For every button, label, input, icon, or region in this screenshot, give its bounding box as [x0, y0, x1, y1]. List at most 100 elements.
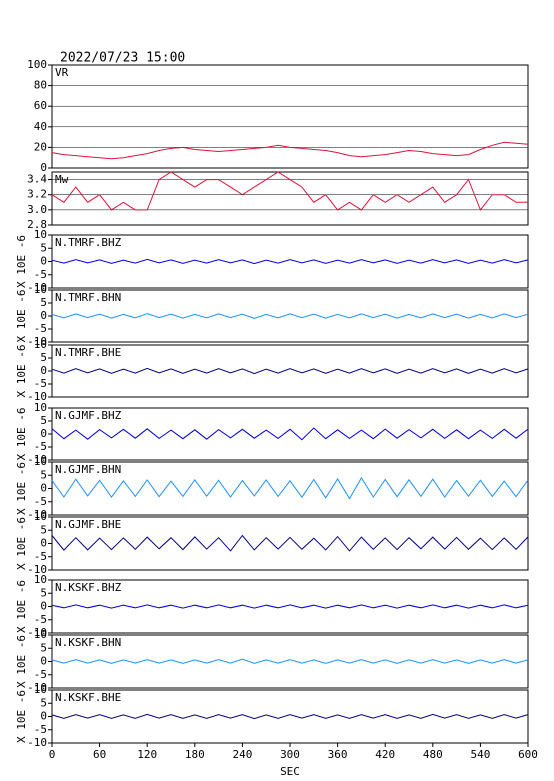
- trace: [51, 534, 529, 552]
- trace: [51, 658, 529, 664]
- x-tick-label: 480: [423, 748, 443, 761]
- panel-frame: [51, 634, 529, 689]
- x-tick-label: 540: [470, 748, 490, 761]
- panel-label: N.KSKF.BHE: [55, 691, 121, 704]
- x-tick-label: 180: [185, 748, 205, 761]
- y-axis-label: X 10E -6: [15, 408, 28, 461]
- y-tick-label: 10: [34, 283, 47, 296]
- panel-label: N.TMRF.BHE: [55, 346, 121, 359]
- y-tick-label: 3.2: [27, 188, 47, 201]
- y-tick-label: -10: [27, 681, 47, 694]
- y-axis-label: X 10E -6: [15, 345, 28, 398]
- x-tick-label: 0: [49, 748, 56, 761]
- y-tick-label: -5: [34, 613, 47, 626]
- y-tick-label: 5: [40, 241, 47, 254]
- y-tick-label: 80: [34, 79, 47, 92]
- y-tick-label: 0: [40, 427, 47, 440]
- y-tick-label: 0: [40, 655, 47, 668]
- y-tick-label: 10: [34, 455, 47, 468]
- y-tick-label: 10: [34, 573, 47, 586]
- y-tick-label: -5: [34, 440, 47, 453]
- panel-label: Mw: [55, 173, 69, 186]
- y-tick-label: 10: [34, 683, 47, 696]
- y-tick-label: 5: [40, 468, 47, 481]
- x-tick-label: 600: [518, 748, 538, 761]
- y-tick-label: -10: [27, 508, 47, 521]
- y-tick-label: 2.8: [27, 218, 47, 231]
- y-tick-label: 0: [40, 537, 47, 550]
- panel-label: N.TMRF.BHZ: [55, 236, 122, 249]
- trace: [51, 476, 529, 500]
- y-tick-label: 0: [40, 161, 47, 174]
- y-axis-label: X 10E -6: [15, 517, 28, 570]
- panel-label: VR: [55, 66, 69, 79]
- y-tick-label: -5: [34, 322, 47, 335]
- y-tick-label: -10: [27, 390, 47, 403]
- trace: [51, 141, 529, 160]
- y-tick-label: -5: [34, 723, 47, 736]
- y-tick-label: 60: [34, 99, 47, 112]
- y-tick-label: -10: [27, 736, 47, 749]
- y-axis-label: X 10E -6: [15, 690, 28, 743]
- x-tick-label: 300: [280, 748, 300, 761]
- x-tick-label: 240: [232, 748, 252, 761]
- x-tick-label: 420: [375, 748, 395, 761]
- y-tick-label: 40: [34, 120, 47, 133]
- panel-label: N.GJMF.BHN: [55, 463, 121, 476]
- y-tick-label: 5: [40, 351, 47, 364]
- y-tick-label: -5: [34, 377, 47, 390]
- y-tick-label: 10: [34, 401, 47, 414]
- panel-frame: [51, 289, 529, 343]
- y-tick-label: -10: [27, 281, 47, 294]
- x-tick-label: 120: [137, 748, 157, 761]
- panel-frame: [51, 516, 529, 571]
- panel-label: N.GJMF.BHE: [55, 518, 121, 531]
- trace: [51, 713, 529, 720]
- y-tick-label: 5: [40, 696, 47, 709]
- y-tick-label: 0: [40, 482, 47, 495]
- panel-label: N.TMRF.BHN: [55, 291, 121, 304]
- chart-title: 2022/07/23 15:00: [60, 51, 185, 66]
- y-tick-label: 5: [40, 296, 47, 309]
- trace: [51, 258, 529, 265]
- x-axis-label: SEC: [280, 765, 300, 778]
- y-tick-label: 10: [34, 338, 47, 351]
- panel-frame: [51, 344, 529, 398]
- y-tick-label: 5: [40, 641, 47, 654]
- y-tick-label: -5: [34, 668, 47, 681]
- y-axis-label: X 10E -6: [15, 462, 28, 515]
- y-tick-label: 10: [34, 510, 47, 523]
- y-tick-label: 10: [34, 628, 47, 641]
- y-tick-label: 100: [27, 58, 47, 71]
- y-tick-label: -10: [27, 563, 47, 576]
- panel-label: N.KSKF.BHN: [55, 636, 121, 649]
- trace: [51, 367, 529, 375]
- y-tick-label: -10: [27, 626, 47, 639]
- x-tick-label: 360: [328, 748, 348, 761]
- y-tick-label: 3.0: [27, 203, 47, 216]
- y-tick-label: 5: [40, 523, 47, 536]
- y-tick-label: -5: [34, 268, 47, 281]
- trace: [51, 427, 529, 441]
- y-axis-label: X 10E -6: [15, 580, 28, 633]
- trace: [51, 171, 528, 211]
- y-tick-label: -5: [34, 550, 47, 563]
- panel-frame: [51, 579, 529, 634]
- x-tick-label: 60: [93, 748, 106, 761]
- panel-frame: [51, 407, 529, 461]
- y-tick-label: 20: [34, 140, 47, 153]
- panel-label: N.GJMF.BHZ: [55, 409, 122, 422]
- y-tick-label: -10: [27, 453, 47, 466]
- y-tick-label: 0: [40, 710, 47, 723]
- y-axis-label: X 10E -6: [15, 290, 28, 343]
- panel-frame: [51, 461, 529, 516]
- y-axis-label: X 10E -6: [15, 235, 28, 288]
- y-tick-label: 5: [40, 586, 47, 599]
- trace: [51, 313, 529, 319]
- y-tick-label: -10: [27, 335, 47, 348]
- y-tick-label: 0: [40, 364, 47, 377]
- y-tick-label: 0: [40, 255, 47, 268]
- y-tick-label: 3.4: [27, 173, 47, 186]
- y-tick-label: 10: [34, 228, 47, 241]
- y-axis-label: X 10E -6: [15, 635, 28, 688]
